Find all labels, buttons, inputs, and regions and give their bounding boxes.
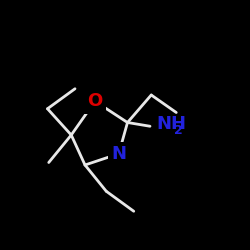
Text: O: O: [88, 92, 103, 110]
Text: 2: 2: [174, 124, 182, 136]
Text: N: N: [111, 145, 126, 163]
Text: NH: NH: [156, 115, 186, 133]
